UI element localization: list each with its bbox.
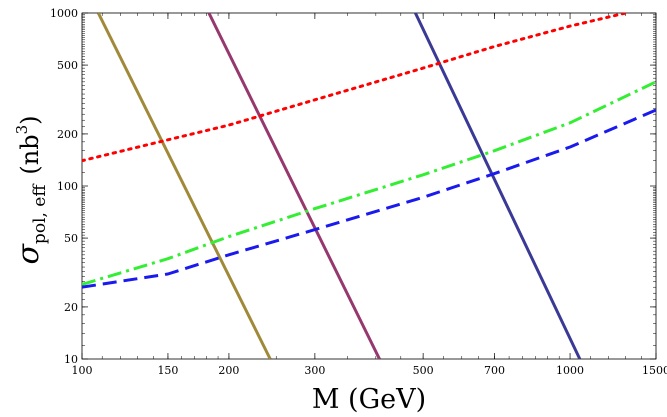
y-tick-label: 10 bbox=[64, 353, 78, 366]
series-layer bbox=[82, 13, 656, 359]
x-tick-label: 500 bbox=[413, 364, 434, 377]
x-axis-title: M (GeV) bbox=[312, 384, 426, 415]
y-axis-title: σpol, eff (nb3) bbox=[11, 115, 50, 264]
y-tick-label: 1000 bbox=[50, 7, 78, 20]
series-line-3 bbox=[414, 13, 582, 359]
x-tick-label: 1000 bbox=[556, 364, 584, 377]
series-line-1 bbox=[96, 13, 272, 359]
y-axis-unit-close: ) bbox=[16, 115, 44, 124]
y-tick-label: 100 bbox=[57, 180, 78, 193]
y-tick-label: 200 bbox=[57, 128, 78, 141]
plot-frame bbox=[81, 12, 657, 360]
axis-ticks bbox=[81, 12, 657, 360]
x-tick-label: 1500 bbox=[642, 364, 667, 377]
tick-labels: 100 150 200 300 500 700 1000 1500 10 20 50 100 200 50… bbox=[50, 7, 667, 377]
x-tick-label: 200 bbox=[218, 364, 239, 377]
y-axis-unit-open: (nb bbox=[16, 134, 44, 174]
y-axis-symbol: σ bbox=[11, 243, 46, 265]
x-tick-label: 100 bbox=[72, 364, 93, 377]
series-line-2 bbox=[207, 13, 381, 359]
y-tick-label: 20 bbox=[64, 301, 78, 314]
x-tick-label: 150 bbox=[157, 364, 178, 377]
y-tick-label: 50 bbox=[64, 232, 78, 245]
series-line-4 bbox=[82, 13, 628, 163]
series-line-6 bbox=[82, 108, 656, 289]
x-tick-label: 700 bbox=[484, 364, 505, 377]
x-tick-label: 300 bbox=[304, 364, 325, 377]
y-axis-subscript: pol, eff bbox=[30, 183, 50, 244]
series-line-5 bbox=[82, 80, 656, 286]
y-axis-unit-sup: 3 bbox=[13, 125, 31, 135]
y-tick-label: 500 bbox=[57, 59, 78, 72]
